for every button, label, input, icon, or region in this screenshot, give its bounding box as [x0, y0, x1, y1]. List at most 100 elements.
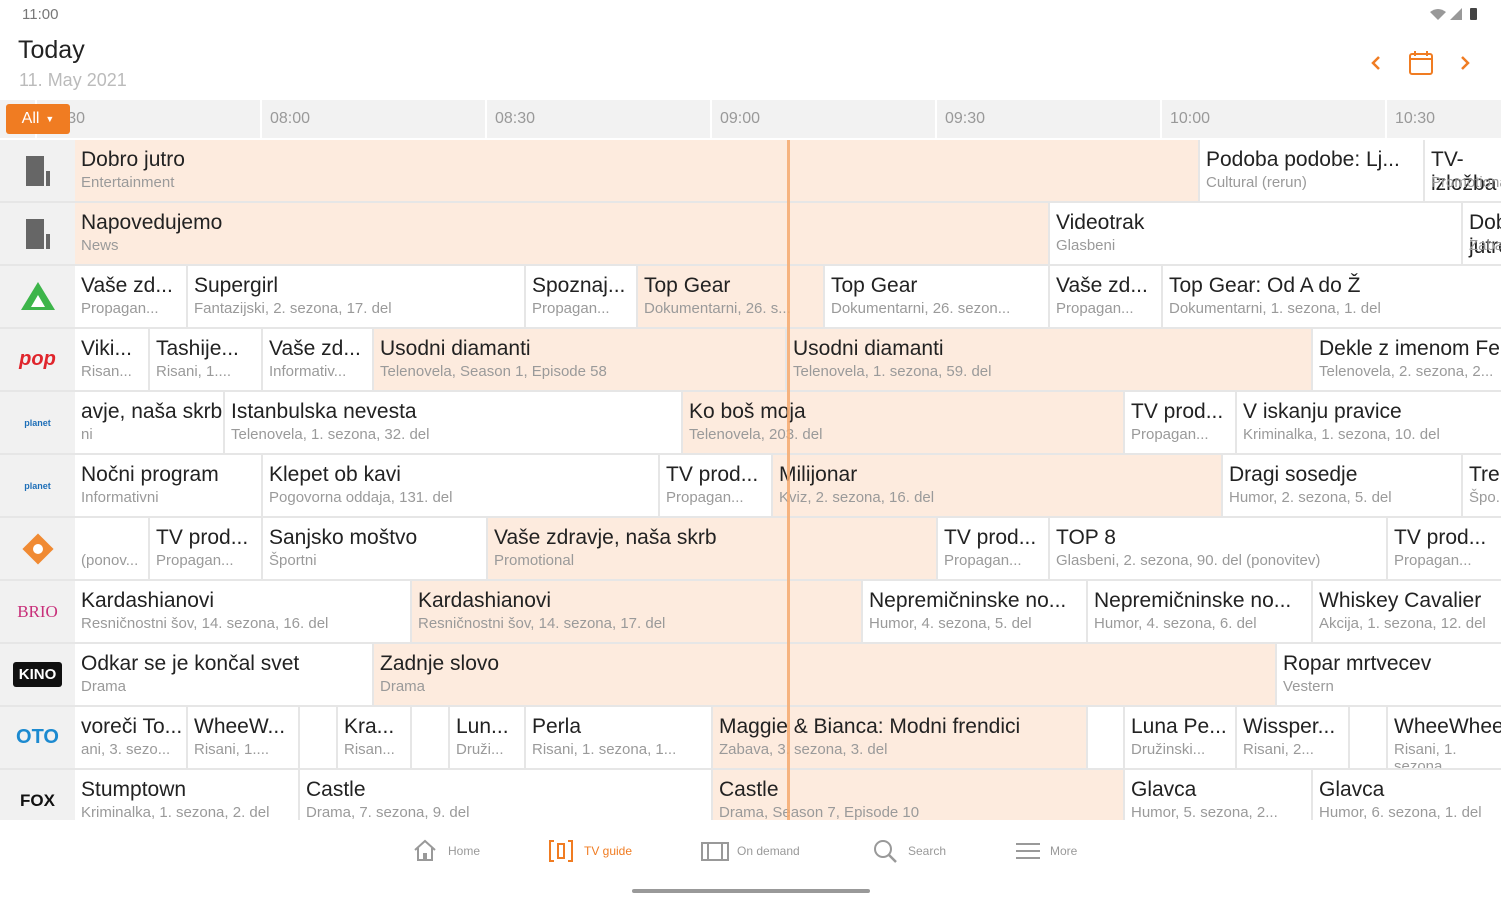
nav-item[interactable]: More	[1014, 838, 1077, 864]
nav-item[interactable]: Home	[412, 838, 480, 864]
program-title: Perla	[532, 715, 582, 738]
program-cell[interactable]: Nepremičninske no... Humor, 4. sezona, 6.…	[1088, 581, 1311, 642]
program-subtitle: Telenovela, 2. sezona, 2...	[1319, 363, 1494, 380]
program-cell[interactable]: Dobro jutro Entertainment	[75, 140, 1198, 201]
program-cell[interactable]: Vaše zd... Propagan...	[1050, 266, 1161, 327]
program-cell[interactable]: V iskanju pravice Kriminalka, 1. sezona, …	[1237, 392, 1501, 453]
nav-label: Search	[908, 844, 947, 858]
program-cell[interactable]: Luna Pe... Družinski...	[1125, 707, 1235, 768]
program-cell[interactable]: Castle Drama, 7. sezona, 9. del	[300, 770, 711, 820]
program-cell[interactable]: (ponov...	[75, 518, 148, 579]
program-cell[interactable]: Ko boš moja Telenovela, 203. del	[683, 392, 1123, 453]
program-cell[interactable]: Ropar mrtvecev Vestern	[1277, 644, 1501, 705]
program-cell[interactable]: Spoznaj... Propagan...	[526, 266, 636, 327]
program-cell[interactable]: Videotrak Glasbeni	[1050, 203, 1461, 264]
header-date: 11. May 2021	[19, 70, 127, 90]
program-cell[interactable]: Kardashianovi Resničnostni šov, 14. sezon…	[75, 581, 410, 642]
program-title: Kardashianovi	[81, 589, 215, 612]
program-title: Kardashianovi	[418, 589, 552, 612]
channel-logo[interactable]: KINO	[0, 644, 75, 705]
program-cell[interactable]: Castle Drama, Season 7, Episode 10	[713, 770, 1123, 820]
program-cell[interactable]: Tashije... Risani, 1....	[150, 329, 261, 390]
program-cell[interactable]: TV-izložbaPromotional	[1425, 140, 1501, 201]
channel-logo[interactable]: planet	[0, 392, 75, 453]
program-title: Tashije...	[156, 337, 239, 360]
program-cell[interactable]: Kra... Risan...	[338, 707, 410, 768]
channel-logo[interactable]	[0, 518, 75, 579]
program-cell[interactable]: TV prod... Propagan...	[660, 455, 771, 516]
program-cell[interactable]: WheeW... Risani, 1....	[188, 707, 298, 768]
program-cell[interactable]: Lun... Druži...	[450, 707, 524, 768]
program-cell[interactable]: TOP 8 Glasbeni, 2. sezona, 90. del (ponov…	[1050, 518, 1386, 579]
program-cell[interactable]: WheeWhee Risani, 1. sezona...	[1388, 707, 1501, 768]
channel-logo[interactable]: FOX	[0, 770, 75, 820]
program-cell[interactable]: Wissper... Risani, 2...	[1237, 707, 1348, 768]
program-cell[interactable]: Dekle z imenom Fe... Telenovela, 2. sezon…	[1313, 329, 1501, 390]
program-cell[interactable]: Whiskey Cavalier Akcija, 1. sezona, 12. d…	[1313, 581, 1501, 642]
program-cell[interactable]: TV prod... Propagan...	[1125, 392, 1235, 453]
program-cell[interactable]: Stumptown Kriminalka, 1. sezona, 2. del	[75, 770, 298, 820]
program-cell[interactable]: Top Gear: Od A do Ž Dokumentarni, 1. sezo…	[1163, 266, 1501, 327]
time-label: 10:30	[1395, 110, 1436, 127]
channel-logo[interactable]: planet	[0, 455, 75, 516]
program-cell[interactable]: Usodni diamanti Telenovela, Season 1, Epi…	[374, 329, 785, 390]
date-navigation[interactable]	[1362, 46, 1482, 80]
program-title: Vaše zd...	[81, 274, 173, 297]
nav-label: On demand	[737, 844, 800, 858]
time-label: 08:30	[495, 110, 536, 127]
program-cell[interactable]: Perla Risani, 1. sezona, 1...	[526, 707, 711, 768]
logo-text: pop	[19, 348, 56, 370]
program-cell[interactable]: Top Gear Dokumentarni, 26. sezon...	[825, 266, 1048, 327]
program-cell[interactable]: TV prod... Propagan...	[150, 518, 261, 579]
program-cell[interactable]: TV prod... Propagan...	[1388, 518, 1501, 579]
program-cell[interactable]: avje, naša skrb ni	[75, 392, 223, 453]
channel-logo[interactable]	[0, 266, 75, 327]
channel-logo[interactable]: pop	[0, 329, 75, 390]
program-cell[interactable]: Klepet ob kavi Pogovorna oddaja, 131. del	[263, 455, 658, 516]
program-cell[interactable]: Viki... Risan...	[75, 329, 148, 390]
program-title: Odkar se je končal svet	[81, 652, 300, 675]
program-cell[interactable]: Maggie & Bianca: Modni frendici Zabava, 3…	[713, 707, 1086, 768]
program-cell[interactable]: Vaše zd... Informativ...	[263, 329, 372, 390]
program-cell[interactable]: Odkar se je končal svet Drama	[75, 644, 372, 705]
program-cell[interactable]: Top Gear Dokumentarni, 26. s...	[638, 266, 823, 327]
channel-logo[interactable]	[0, 140, 75, 201]
program-title: TOP 8	[1056, 526, 1116, 549]
filter-button[interactable]: All ▼	[6, 104, 70, 134]
program-cell[interactable]: Nepremičninske no... Humor, 4. sezona, 5.…	[863, 581, 1086, 642]
program-cell[interactable]: Istanbulska nevesta Telenovela, 1. sezona…	[225, 392, 681, 453]
program-cell[interactable]: Supergirl Fantazijski, 2. sezona, 17. del	[188, 266, 524, 327]
program-subtitle: ni	[81, 426, 93, 443]
program-cell[interactable]: Nočni program Informativni	[75, 455, 261, 516]
program-cell[interactable]: Sanjsko moštvo Športni	[263, 518, 486, 579]
current-time-line	[787, 140, 790, 820]
program-subtitle: Promotional	[494, 552, 575, 569]
program-cell[interactable]: Kardashianovi Resničnostni šov, 14. sezon…	[412, 581, 861, 642]
program-subtitle: Telenovela, Season 1, Episode 58	[380, 363, 607, 380]
program-cell[interactable]: Dobro jutroZabava	[1463, 203, 1501, 264]
time-separator	[260, 100, 262, 138]
program-cell[interactable]: Podoba podobe: Lj... Cultural (rerun)	[1200, 140, 1423, 201]
nav-icon	[1016, 843, 1040, 859]
time-separator	[1385, 100, 1387, 138]
program-cell[interactable]: Glavca Humor, 5. sezona, 2...	[1125, 770, 1311, 820]
channel-logo[interactable]	[0, 203, 75, 264]
program-cell[interactable]: Dragi sosedje Humor, 2. sezona, 5. del	[1223, 455, 1461, 516]
nav-item[interactable]: TV guide	[548, 838, 632, 864]
program-cell[interactable]: Usodni diamanti Telenovela, 1. sezona, 59…	[787, 329, 1311, 390]
channel-logo[interactable]: OTO	[0, 707, 75, 768]
program-cell[interactable]: Vaše zd... Propagan...	[75, 266, 186, 327]
program-cell[interactable]: Zadnje slovo Drama	[374, 644, 1275, 705]
nav-item[interactable]: On demand	[701, 838, 800, 864]
program-cell[interactable]: Napovedujemo News	[75, 203, 1048, 264]
nav-item[interactable]: Search	[872, 838, 946, 864]
program-cell[interactable]: Milijonar Kviz, 2. sezona, 16. del	[773, 455, 1221, 516]
program-cell[interactable]: Tre... Špo...	[1463, 455, 1501, 516]
program-cell[interactable]: TV prod... Propagan...	[938, 518, 1048, 579]
channel-logo[interactable]: BRIO	[0, 581, 75, 642]
program-cell[interactable]: voreči To... ani, 3. sezo...	[75, 707, 186, 768]
program-cell[interactable]: Glavca Humor, 6. sezona, 1. del	[1313, 770, 1501, 820]
program-cell[interactable]: Vaše zdravje, naša skrb Promotional	[488, 518, 936, 579]
time-label: 08:00	[270, 110, 311, 127]
